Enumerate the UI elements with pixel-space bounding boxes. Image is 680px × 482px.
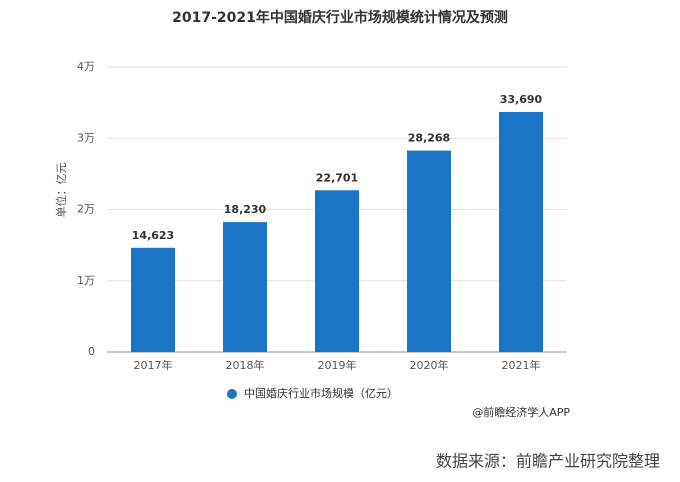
value-label: 33,690 [500, 93, 543, 106]
value-label: 14,623 [132, 229, 174, 242]
annotation: @前瞻经济学人APP [472, 405, 570, 419]
source: 数据来源：前瞻产业研究院整理 [436, 452, 660, 471]
bar [223, 222, 267, 352]
bar [499, 111, 543, 353]
y-axis-label: 单位：亿元 [54, 163, 68, 218]
legend-marker [227, 389, 237, 399]
x-tick-label: 2019年 [318, 358, 357, 372]
y-tick-label: 1万 [77, 274, 95, 287]
y-tick-label: 4万 [77, 60, 95, 73]
y-tick-label: 2万 [77, 203, 95, 216]
value-label: 22,701 [316, 171, 358, 184]
legend-label: 中国婚庆行业市场规模（亿元） [244, 386, 398, 400]
x-tick-label: 2021年 [502, 358, 541, 372]
bar [315, 190, 359, 352]
bar [407, 150, 451, 352]
value-label: 18,230 [224, 203, 267, 216]
y-tick-label: 0 [88, 345, 95, 358]
x-tick-label: 2020年 [410, 358, 449, 372]
chart-title: 2017-2021年中国婚庆行业市场规模统计情况及预测 [172, 9, 508, 26]
x-tick-label: 2017年 [134, 358, 173, 372]
value-label: 28,268 [408, 132, 450, 145]
bar [131, 247, 175, 352]
y-tick-label: 3万 [77, 131, 95, 144]
x-tick-label: 2018年 [226, 358, 265, 372]
